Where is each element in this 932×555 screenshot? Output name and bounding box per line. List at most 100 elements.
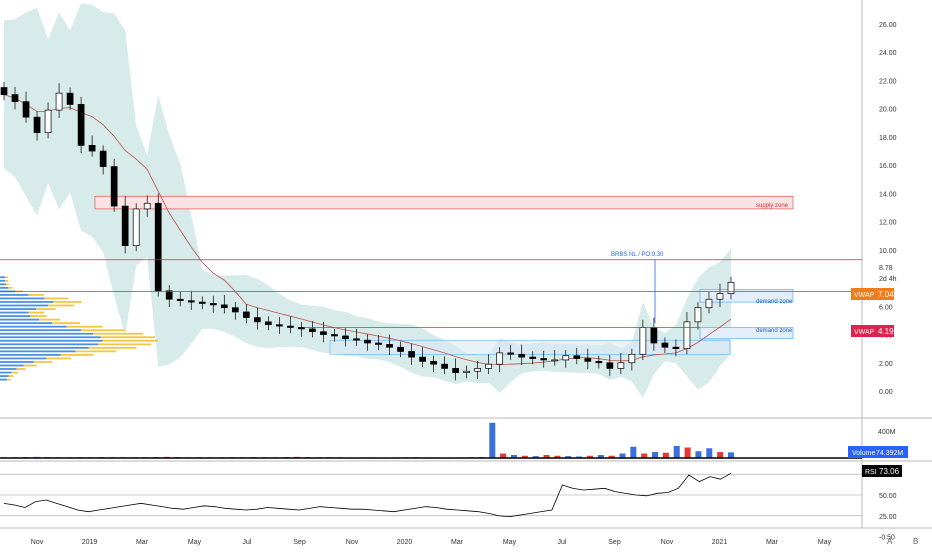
volume-profile-bar-yellow [39,318,61,321]
volume-profile-bar-blue [0,301,54,303]
candle-down [276,324,283,327]
volume-bar [662,452,669,458]
volume-profile-bar-yellow [44,297,69,300]
candle-down [242,311,250,318]
candle-down [22,101,30,118]
rsi-line [3,472,732,518]
volume-profile-bar-blue [0,315,31,317]
candle-down [441,363,448,369]
candle-up [551,359,559,362]
volume-bar [695,451,702,458]
volume-bar [521,455,528,458]
volume-profile-bar-yellow [28,294,44,296]
volume-profile-bar-blue [0,322,53,325]
volume-profile-bar-yellow [93,332,144,335]
volume-profile-bar-blue [0,364,24,367]
time-tick-label: 2021 [712,539,728,546]
price-tick-label: 18.00 [879,135,897,142]
candle-down [672,346,680,350]
volume-profile-bar-yellow [46,357,72,360]
candle-down [540,358,548,361]
demand-zone-label-1: demand zone [756,299,793,305]
volume-profile-bar-yellow [33,361,53,363]
candle-down [121,205,129,246]
volume-profile-bar-blue [0,308,37,310]
volume-profile-bar-blue [0,378,7,381]
volume-profile-bar-yellow [11,371,19,374]
volume-profile-bar-blue [0,339,103,342]
rsi-badge: RSI 73.06 [862,465,902,477]
candle-up [683,321,691,350]
candle-down [331,334,338,337]
supply-zone-box [94,195,794,210]
bollinger-band-layer [4,3,731,399]
volume-profile-layer [0,276,158,381]
volume-profile-bar-yellow [52,322,81,325]
candle-down [154,202,162,292]
volume-profile-bar-yellow [100,336,155,339]
time-tick-label: Nov [31,539,44,546]
demand-zone-label-2: demand zone [756,328,793,334]
vwap-upper-value: 7.04 [878,290,894,299]
price-tick-label: 26.00 [879,22,897,29]
footer-buttons: A B [887,537,918,546]
volume-profile-bar-yellow [102,339,158,342]
volume-profile-bar-yellow [5,283,9,286]
time-tick-label: May [818,539,832,546]
footer-button-a[interactable]: A [887,537,893,546]
volume-profile-bar-blue [0,375,9,377]
volume-profile-bar-blue [0,332,94,335]
candle-down [11,94,19,102]
volume-profile-bar-yellow [28,311,45,314]
price-tick-label: 2d 4h [879,276,897,283]
candle-down [198,301,206,304]
volume-bar [489,422,496,458]
volume-profile-bar-blue [0,297,45,300]
candle-down [0,87,8,95]
volume-bar [641,453,648,458]
candle-up [694,307,702,323]
volume-profile-bar-yellow [36,308,56,310]
rsi-tick-label: 50.00 [879,493,897,500]
volume-profile-bar-yellow [53,301,82,303]
candle-down [375,342,382,345]
volume-profile-bar-yellow [48,304,74,307]
volume-bar [684,447,691,458]
candle-up [55,92,63,111]
volume-profile-bar-blue [0,304,49,307]
candle-down [529,356,537,359]
volume-bar [597,455,604,458]
annotations-layer: supply zone demand zone demand zone BRBS… [611,203,793,334]
bollinger-band [4,3,731,399]
candle-down [507,352,515,355]
vwap-lower-badge: VWAP 4.19 [851,325,894,337]
time-tick-label: May [188,539,202,546]
candle-up [705,298,713,309]
vwap-lower-label: VWAP [854,329,875,336]
footer-button-b[interactable]: B [913,537,918,546]
candle-up [639,327,647,355]
vwap-upper-label: VWAP [854,292,875,299]
time-tick-label: Mar [766,539,779,546]
volume-profile-bar-yellow [88,346,137,349]
volume-profile-bar-yellow [60,354,94,356]
candle-up [132,208,140,246]
volume-profile-bar-yellow [5,279,9,282]
candle-up [716,293,724,300]
volume-profile-bar-blue [0,329,82,332]
candle-down [386,344,393,348]
volume-profile-bar-blue [0,346,89,349]
volume-profile-bar-yellow [23,364,37,367]
time-tick-label: Jul [243,539,252,546]
price-axis: 26.00 24.00 22.00 20.00 18.00 16.00 14.00 12.00… [879,22,897,396]
volume-bar [728,452,734,458]
candle-down [419,356,426,362]
volume-bar [630,446,637,458]
volume-bar [608,455,615,458]
accumulation-range-box [329,339,731,355]
candle-down [66,92,74,105]
volume-profile-bar-blue [0,354,61,356]
volume-bar [532,456,539,458]
candle-down [364,339,371,344]
